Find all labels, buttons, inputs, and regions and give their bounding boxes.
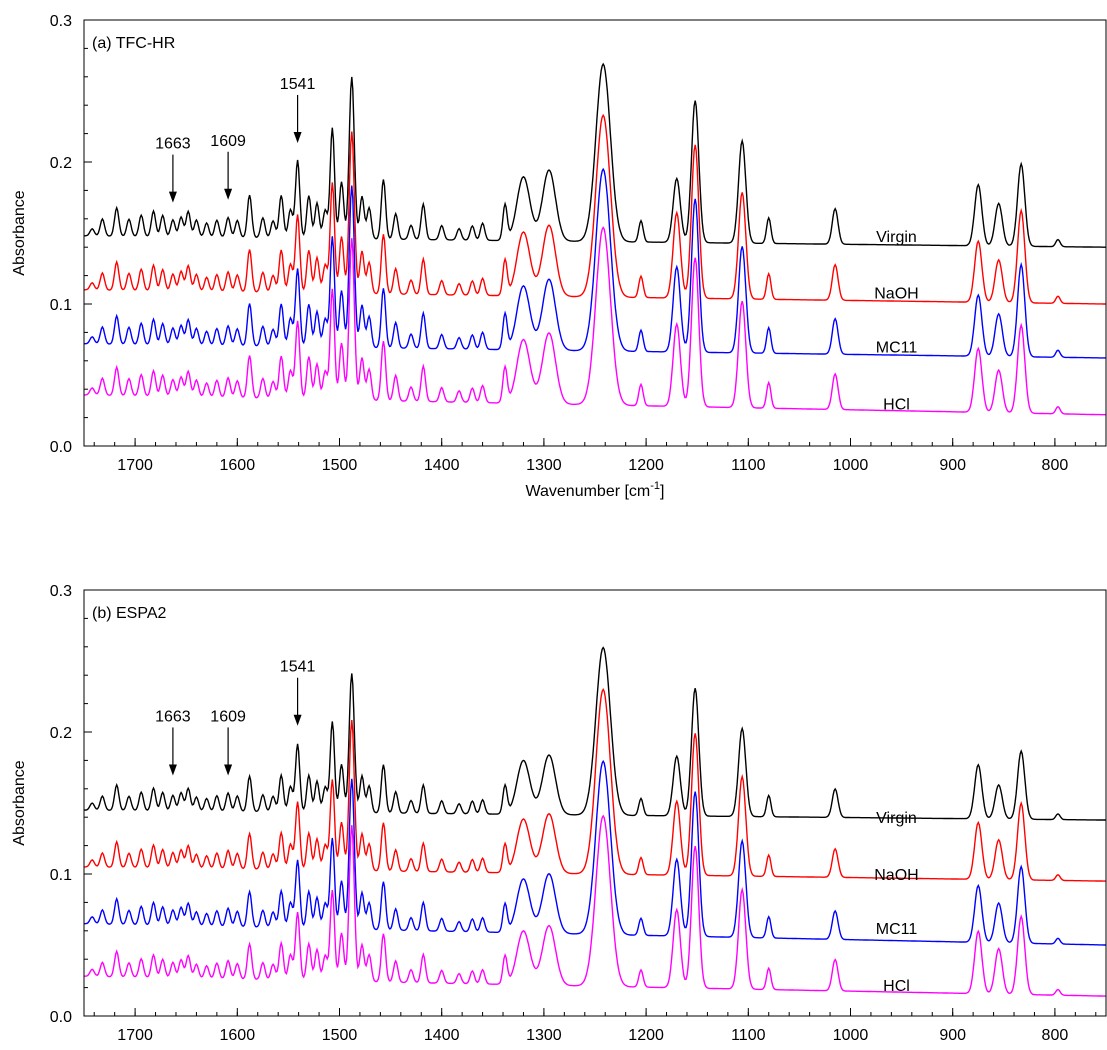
series-line-mc11 [84, 759, 1106, 946]
x-tick-label: 1700 [117, 1027, 153, 1044]
series-label-mc11: MC11 [876, 340, 918, 357]
chart-panel-a: Virgin NaOH MC11 HCl 0.0 0.1 0.2 0.3 1700 1600 150… [11, 13, 1107, 500]
x-tick-label: 1100 [731, 1027, 766, 1044]
y-tick-label: 0.1 [50, 867, 72, 884]
annotation-label-1609: 1609 [210, 133, 246, 150]
y-tick-label: 0.1 [50, 297, 72, 314]
y-tick-label: 0.3 [50, 13, 72, 30]
annotation-label-1541: 1541 [280, 659, 316, 676]
series-label-hcl: HCl [883, 978, 910, 995]
annotation-arrowhead [224, 764, 233, 776]
annotation-arrowhead [168, 191, 177, 203]
series-label-mc11: MC11 [876, 921, 918, 938]
annotation-arrowhead [293, 131, 302, 143]
y-tick-label: 0.3 [50, 583, 72, 600]
plot-frame [83, 589, 1107, 1017]
series-label-virgin: Virgin [876, 810, 917, 827]
x-tick-label: 1500 [322, 1027, 358, 1044]
y-axis-title: Absorbance [11, 760, 28, 845]
x-tick-label: 1600 [220, 457, 256, 474]
series-line-virgin [84, 62, 1106, 248]
annotation-arrowhead [168, 764, 177, 776]
x-tick-label: 1300 [526, 1027, 562, 1044]
x-tick-label: 900 [939, 457, 966, 474]
series-line-hcl [84, 226, 1107, 416]
annotation-arrowhead [224, 188, 233, 200]
y-tick-label: 0.0 [50, 439, 72, 456]
series-line-hcl [84, 814, 1106, 997]
x-tick-label: 1500 [322, 457, 358, 474]
x-tick-label: 800 [1042, 457, 1069, 474]
series-label-virgin: Virgin [876, 229, 917, 246]
annotation-label-1541: 1541 [280, 76, 316, 93]
annotation-label-1663: 1663 [155, 708, 191, 725]
x-tick-label: 1700 [117, 457, 153, 474]
x-tick-label: 1000 [833, 457, 869, 474]
series-line-mc11 [83, 167, 1107, 359]
series-line-virgin [84, 646, 1106, 821]
x-tick-label: 1100 [731, 457, 766, 474]
y-tick-label: 0.0 [50, 1009, 72, 1026]
series-label-hcl: HCl [883, 396, 910, 413]
panel-label: (b) ESPA2 [92, 605, 167, 622]
annotation-label-1663: 1663 [155, 136, 191, 153]
x-tick-label: 900 [939, 1027, 966, 1044]
x-tick-label: 1200 [628, 457, 664, 474]
panel-label: (a) TFC-HR [92, 35, 175, 52]
x-tick-label: 800 [1042, 1027, 1069, 1044]
series-label-naoh: NaOH [874, 286, 918, 303]
series-line-naoh [84, 113, 1106, 305]
x-axis-title: Wavenumber [cm-1] [525, 480, 664, 500]
series-label-naoh: NaOH [874, 867, 918, 884]
x-tick-label: 1400 [424, 457, 460, 474]
y-tick-label: 0.2 [50, 155, 72, 172]
annotation-label-1609: 1609 [210, 708, 246, 725]
annotation-arrowhead [293, 714, 302, 726]
y-tick-label: 0.2 [50, 725, 72, 742]
x-tick-label: 1400 [424, 1027, 460, 1044]
series-line-naoh [84, 688, 1106, 882]
x-tick-label: 1600 [220, 1027, 256, 1044]
chart-panel-b: Virgin NaOH MC11 HCl 0.0 0.1 0.2 0.3 1700 1600 150… [11, 583, 1107, 1044]
x-tick-label: 1000 [833, 1027, 869, 1044]
plot-frame [83, 19, 1107, 447]
x-tick-label: 1300 [526, 457, 562, 474]
x-tick-label: 1200 [628, 1027, 664, 1044]
y-axis-title: Absorbance [11, 190, 28, 275]
